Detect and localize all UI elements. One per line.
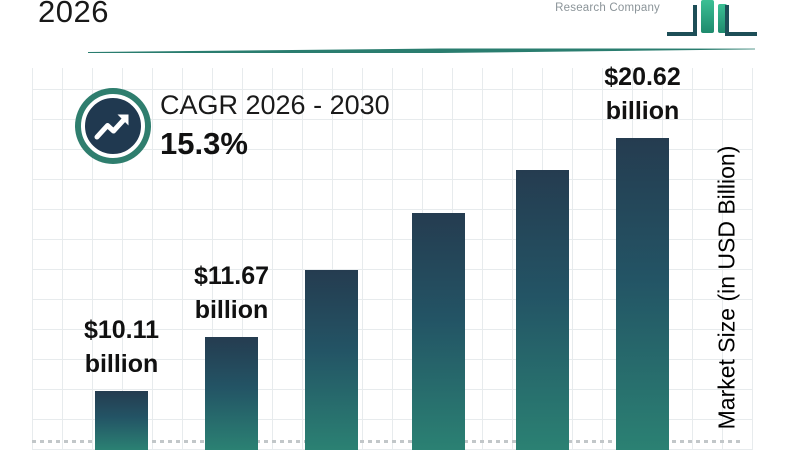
logo-green-bar bbox=[701, 0, 714, 33]
divider-line bbox=[88, 48, 755, 53]
bar bbox=[95, 391, 148, 450]
bar bbox=[305, 270, 358, 450]
dashed-baseline bbox=[32, 440, 744, 443]
bar-value-label: $20.62 billion bbox=[604, 63, 681, 125]
bar bbox=[616, 138, 669, 450]
cagr-value: 15.3% bbox=[160, 126, 248, 161]
company-logo: Research Company bbox=[555, 0, 757, 42]
trend-up-icon bbox=[81, 94, 145, 158]
logo-green-bar bbox=[718, 4, 727, 33]
cagr-text-block: CAGR 2026 - 2030 15.3% bbox=[160, 90, 390, 161]
y-axis-label: Market Size (in USD Billion) bbox=[713, 145, 740, 430]
bar bbox=[205, 337, 258, 450]
bar-value-label: $11.67 billion bbox=[193, 262, 270, 324]
cagr-badge bbox=[75, 88, 151, 164]
bar bbox=[516, 170, 569, 450]
bar-value-label: $10.11 billion bbox=[83, 316, 160, 378]
logo-left-bracket bbox=[667, 5, 697, 36]
bar bbox=[412, 213, 465, 450]
logo-right-bracket bbox=[725, 5, 757, 36]
logo-bar-chart-icon bbox=[667, 0, 757, 38]
cagr-label: CAGR 2026 - 2030 bbox=[160, 90, 390, 120]
logo-text: Research Company bbox=[555, 2, 660, 14]
page-title: 2026 bbox=[38, 0, 109, 29]
